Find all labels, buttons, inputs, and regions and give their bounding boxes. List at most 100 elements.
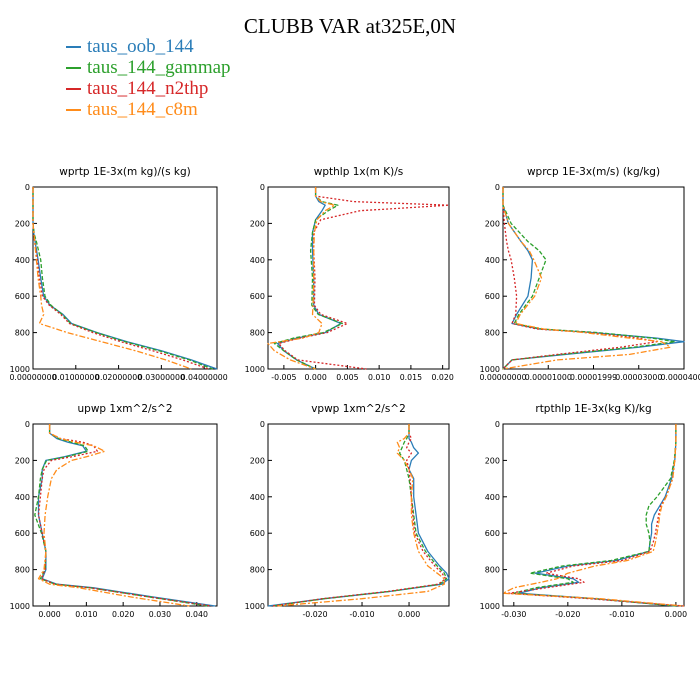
panel-title: wpthlp 1x(m K)/s bbox=[314, 166, 404, 178]
series-line bbox=[267, 187, 336, 370]
x-tick-label: 0.00000000 bbox=[479, 373, 526, 382]
y-tick-label: 200 bbox=[485, 456, 500, 465]
panel-frame bbox=[267, 423, 450, 607]
legend-label: taus_144_n2thp bbox=[87, 78, 209, 99]
x-tick-label: 0.005 bbox=[336, 373, 358, 382]
y-tick-label: 0 bbox=[25, 420, 30, 429]
y-tick-label: 800 bbox=[485, 329, 500, 338]
legend-label: taus_144_gammap bbox=[87, 57, 231, 78]
x-tick-label: 0.00001999 bbox=[570, 373, 617, 382]
y-tick-label: 200 bbox=[15, 219, 30, 228]
y-tick-label: 1000 bbox=[245, 602, 265, 611]
x-tick-label: -0.030 bbox=[501, 610, 526, 619]
y-tick-label: 400 bbox=[250, 493, 265, 502]
y-tick-label: 400 bbox=[15, 256, 30, 265]
x-tick-label: -0.020 bbox=[555, 610, 580, 619]
series-line bbox=[502, 187, 676, 370]
x-tick-label: 0.015 bbox=[400, 373, 422, 382]
series-line bbox=[278, 187, 450, 370]
y-tick-label: 800 bbox=[250, 329, 265, 338]
series-line bbox=[32, 187, 192, 370]
series-line bbox=[502, 187, 672, 370]
x-tick-label: 0.04000000 bbox=[181, 373, 228, 382]
y-tick-label: 1000 bbox=[10, 602, 30, 611]
panel-title: rtpthlp 1E-3x(kg K)/kg bbox=[535, 403, 651, 415]
series-line bbox=[277, 424, 445, 607]
x-tick-label: 0.030 bbox=[149, 610, 171, 619]
panel-title: vpwp 1xm^2/s^2 bbox=[311, 403, 406, 415]
series-line bbox=[513, 424, 677, 607]
x-tick-label: 0.03000000 bbox=[138, 373, 185, 382]
series-line bbox=[276, 187, 342, 370]
series-line bbox=[502, 424, 685, 607]
series-line bbox=[37, 424, 216, 607]
x-tick-label: 0.010 bbox=[368, 373, 390, 382]
y-tick-label: 800 bbox=[485, 566, 500, 575]
y-tick-label: 0 bbox=[495, 420, 500, 429]
x-tick-label: 0.000 bbox=[665, 610, 687, 619]
y-tick-label: 400 bbox=[15, 493, 30, 502]
y-tick-label: 1000 bbox=[480, 602, 500, 611]
y-tick-label: 200 bbox=[250, 219, 265, 228]
legend-swatch bbox=[66, 46, 81, 48]
panel-title: wprcp 1E-3x(m/s) (kg/kg) bbox=[527, 166, 660, 178]
x-tick-label: 0.040 bbox=[186, 610, 208, 619]
y-tick-label: 200 bbox=[485, 219, 500, 228]
x-tick-label: -0.005 bbox=[271, 373, 296, 382]
y-tick-label: 600 bbox=[250, 292, 265, 301]
panel-frame bbox=[267, 186, 450, 370]
y-tick-label: 200 bbox=[15, 456, 30, 465]
y-tick-label: 1000 bbox=[245, 365, 265, 374]
panel-frame bbox=[502, 423, 685, 607]
legend-swatch bbox=[66, 109, 81, 111]
x-tick-label: 0.000 bbox=[304, 373, 326, 382]
series-line bbox=[272, 424, 447, 607]
x-tick-label: 0.02000000 bbox=[95, 373, 142, 382]
y-tick-label: 600 bbox=[15, 292, 30, 301]
y-tick-label: 400 bbox=[250, 256, 265, 265]
y-tick-label: 800 bbox=[15, 566, 30, 575]
y-tick-label: 1000 bbox=[10, 365, 30, 374]
series-line bbox=[272, 424, 448, 607]
series-line bbox=[32, 187, 213, 370]
x-tick-label: 0.020 bbox=[112, 610, 134, 619]
legend-label: taus_144_c8m bbox=[87, 99, 198, 120]
x-tick-label: 0.00003000 bbox=[615, 373, 662, 382]
panel-frame bbox=[32, 186, 218, 370]
y-tick-label: 400 bbox=[485, 256, 500, 265]
x-tick-label: -0.010 bbox=[609, 610, 634, 619]
y-tick-label: 600 bbox=[485, 529, 500, 538]
y-tick-label: 0 bbox=[260, 420, 265, 429]
x-tick-label: 0.000 bbox=[398, 610, 420, 619]
x-tick-label: 0.01000000 bbox=[52, 373, 99, 382]
x-tick-label: 0.000 bbox=[38, 610, 60, 619]
y-tick-label: 0 bbox=[260, 183, 265, 192]
legend-label: taus_oob_144 bbox=[87, 36, 194, 57]
x-tick-label: -0.020 bbox=[302, 610, 327, 619]
series-line bbox=[273, 187, 343, 370]
y-tick-label: 600 bbox=[250, 529, 265, 538]
x-tick-label: 0.010 bbox=[75, 610, 97, 619]
y-tick-label: 800 bbox=[15, 329, 30, 338]
series-line bbox=[502, 187, 658, 370]
series-line bbox=[507, 424, 685, 607]
series-line bbox=[32, 187, 209, 370]
x-tick-label: 0.00000000 bbox=[9, 373, 56, 382]
series-line bbox=[37, 424, 190, 607]
y-tick-label: 800 bbox=[250, 566, 265, 575]
y-tick-label: 200 bbox=[250, 456, 265, 465]
series-line bbox=[37, 424, 212, 607]
panel-title: wprtp 1E-3x(m kg)/(s kg) bbox=[59, 166, 190, 178]
legend-swatch bbox=[66, 88, 81, 90]
panel-title: upwp 1xm^2/s^2 bbox=[78, 403, 173, 415]
y-tick-label: 600 bbox=[485, 292, 500, 301]
x-tick-label: 0.00004000 bbox=[660, 373, 700, 382]
x-tick-label: 0.00001000 bbox=[525, 373, 572, 382]
y-tick-label: 400 bbox=[485, 493, 500, 502]
y-tick-label: 600 bbox=[15, 529, 30, 538]
series-line bbox=[267, 424, 450, 607]
y-tick-label: 0 bbox=[495, 183, 500, 192]
y-tick-label: 0 bbox=[25, 183, 30, 192]
legend-swatch bbox=[66, 67, 81, 69]
